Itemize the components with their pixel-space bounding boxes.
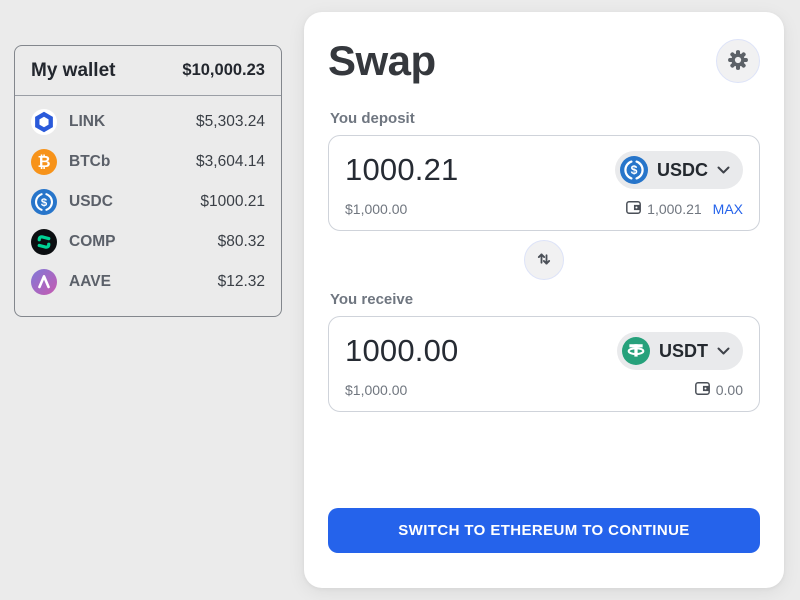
svg-text:$: $ bbox=[631, 163, 638, 177]
token-symbol: COMP bbox=[69, 233, 116, 250]
wallet-header: My wallet $10,000.23 bbox=[15, 46, 281, 96]
gear-icon bbox=[727, 49, 749, 74]
svg-text:$: $ bbox=[41, 197, 48, 209]
chainlink-icon bbox=[31, 109, 57, 135]
wallet-title: My wallet bbox=[31, 59, 116, 81]
deposit-token-selector[interactable]: $ USDC bbox=[614, 151, 743, 190]
token-row-aave: AAVE $12.32 bbox=[15, 262, 281, 302]
receive-fiat-value: $1,000.00 bbox=[345, 382, 408, 399]
settings-button[interactable] bbox=[716, 39, 760, 84]
chevron-down-icon bbox=[717, 161, 730, 179]
receive-token-selector[interactable]: USDT bbox=[617, 332, 743, 371]
aave-icon bbox=[31, 269, 57, 295]
wallet-total-balance: $10,000.23 bbox=[182, 61, 265, 79]
up-down-arrows-icon bbox=[534, 249, 554, 272]
compound-icon bbox=[31, 229, 57, 255]
wallet-icon bbox=[694, 382, 710, 398]
token-symbol: AAVE bbox=[69, 273, 111, 290]
deposit-amount-input[interactable]: 1000.21 bbox=[345, 152, 459, 188]
chevron-down-icon bbox=[717, 342, 730, 360]
deposit-box: 1000.21 $ USDC $1,000.00 1,000.21 MAX bbox=[328, 135, 760, 232]
receive-box: 1000.00 USDT $1,000.00 0.00 bbox=[328, 316, 760, 413]
swap-direction-button[interactable] bbox=[524, 240, 564, 281]
token-row-btcb: ₿ BTCb $3,604.14 bbox=[15, 142, 281, 182]
token-symbol: LINK bbox=[69, 113, 106, 130]
deposit-balance: 1,000.21 bbox=[647, 201, 702, 218]
token-row-comp: COMP $80.32 bbox=[15, 222, 281, 262]
page-title: Swap bbox=[328, 37, 436, 84]
tether-icon bbox=[622, 337, 650, 366]
deposit-token-symbol: USDC bbox=[656, 159, 708, 180]
bitcoin-glyph: ₿ bbox=[37, 152, 51, 171]
token-row-usdc: $ USDC $1000.21 bbox=[15, 182, 281, 222]
token-value: $1000.21 bbox=[200, 193, 265, 210]
receive-amount-input[interactable]: 1000.00 bbox=[345, 333, 459, 369]
receive-token-symbol: USDT bbox=[659, 340, 708, 361]
max-button[interactable]: MAX bbox=[712, 201, 743, 218]
receive-label: You receive bbox=[330, 291, 414, 309]
usdc-icon: $ bbox=[619, 156, 648, 185]
token-symbol: USDC bbox=[69, 193, 113, 210]
bitcoin-icon: ₿ bbox=[31, 149, 57, 175]
swap-card: Swap You deposit 1000.21 $ USDC $1,000.0… bbox=[304, 12, 784, 588]
token-symbol: BTCb bbox=[69, 153, 111, 170]
wallet-icon bbox=[626, 201, 642, 217]
swap-header: Swap bbox=[328, 37, 760, 84]
token-value: $5,303.24 bbox=[196, 113, 265, 130]
token-row-link: LINK $5,303.24 bbox=[15, 102, 281, 142]
token-value: $12.32 bbox=[217, 273, 265, 290]
token-value: $3,604.14 bbox=[196, 153, 265, 170]
receive-balance: 0.00 bbox=[715, 382, 743, 399]
deposit-fiat-value: $1,000.00 bbox=[345, 201, 408, 218]
deposit-label: You deposit bbox=[330, 110, 415, 128]
usdc-icon: $ bbox=[31, 189, 57, 215]
token-value: $80.32 bbox=[217, 233, 265, 250]
wallet-token-list: LINK $5,303.24 ₿ BTCb $3,604.14 $ USDC $… bbox=[15, 96, 281, 302]
wallet-card: My wallet $10,000.23 LINK $5,303.24 ₿ BT… bbox=[14, 45, 282, 317]
switch-network-button[interactable]: SWITCH TO ETHEREUM TO CONTINUE bbox=[328, 508, 760, 553]
